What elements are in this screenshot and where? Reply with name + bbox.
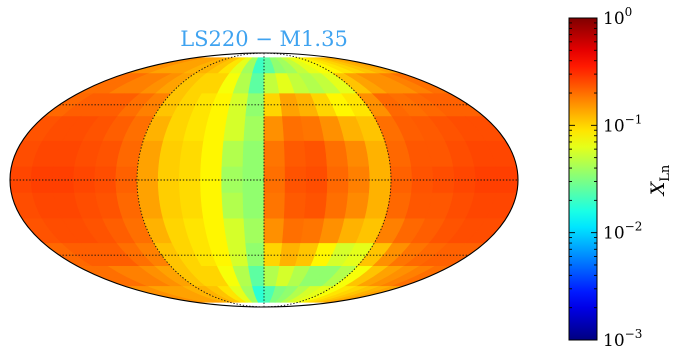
heatmap-cell <box>221 192 245 220</box>
heatmap-cell <box>200 192 225 220</box>
heatmap-cell <box>158 140 184 168</box>
heatmap-cell <box>263 192 286 220</box>
tick-label-base: 10 <box>603 331 625 347</box>
heatmap-cell <box>263 93 283 117</box>
heatmap-cell <box>263 140 286 168</box>
heatmap-cell <box>324 140 349 168</box>
heatmap-cell <box>283 140 307 168</box>
tick-label-base: 10 <box>603 9 625 29</box>
tick-label-base: 10 <box>603 116 625 136</box>
tick-label-base: 10 <box>603 224 625 244</box>
map-boundary <box>9 52 519 308</box>
heatmap-cell <box>282 116 305 142</box>
tick-label-exponent: −1 <box>625 112 643 126</box>
heatmap-cell <box>179 192 204 220</box>
tick-label-exponent: −2 <box>625 220 643 234</box>
meridian-line <box>136 53 265 307</box>
tick-label-exponent: −3 <box>625 327 643 341</box>
heatmap-cell <box>179 140 204 168</box>
colorbar-tick-label: 10−3 <box>603 327 642 347</box>
heatmap-cell <box>324 192 349 220</box>
heatmap-cell <box>158 192 184 220</box>
colorbar-label-subscript: Ln <box>658 164 673 182</box>
graticule-grid <box>10 53 518 307</box>
heatmap-cell <box>243 218 265 244</box>
colorbar-tick-label: 10−2 <box>603 220 642 244</box>
heatmap-cell <box>242 140 265 168</box>
heatmap-cell <box>200 140 225 168</box>
heatmap-cell <box>282 218 305 244</box>
heatmap-cell <box>303 140 328 168</box>
heatmap-cell <box>223 218 246 244</box>
heatmap-cell <box>263 116 285 142</box>
colorbar-tick-label: 100 <box>603 5 632 29</box>
heatmap-cell <box>223 116 246 142</box>
chart-title: LS220 − M1.35 <box>180 27 348 51</box>
tick-label-exponent: 0 <box>625 5 633 19</box>
heatmap-cell <box>263 243 283 267</box>
heatmap-cell <box>221 140 245 168</box>
colorbar-bar <box>568 17 598 341</box>
heatmap-cell <box>242 192 265 220</box>
colorbar-label-main: X <box>647 180 669 197</box>
colorbar-tick-label: 10−1 <box>603 112 642 136</box>
colorbar-label: XLn <box>647 164 673 197</box>
heatmap-cell <box>263 218 285 244</box>
heatmap-cell <box>283 192 307 220</box>
heatmap-cell <box>243 116 265 142</box>
heatmap-cell <box>303 192 328 220</box>
